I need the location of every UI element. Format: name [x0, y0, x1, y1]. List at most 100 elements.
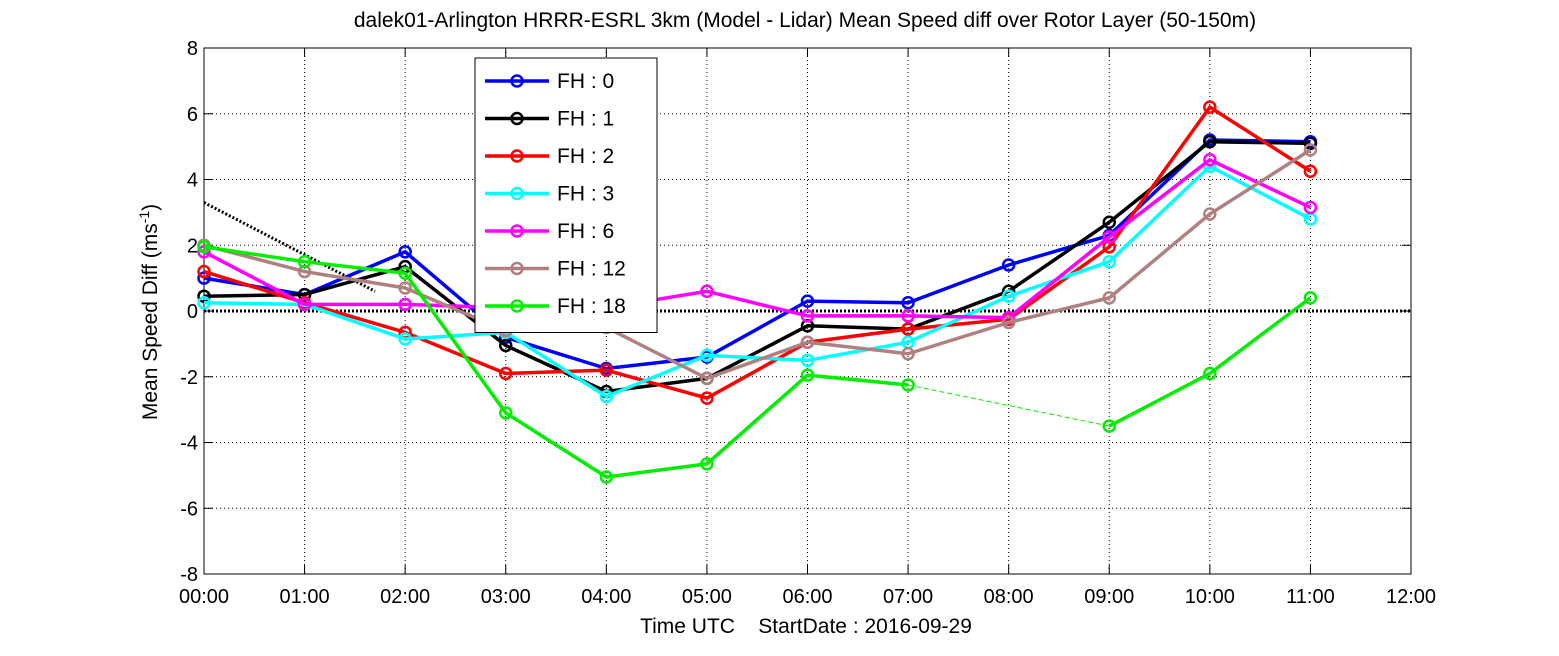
x-tick-label: 06:00 — [782, 586, 832, 608]
series-point — [197, 296, 211, 310]
legend-marker — [510, 261, 524, 276]
series-line — [203, 164, 1312, 399]
series-4 — [197, 153, 1318, 325]
x-tick-label: 00:00 — [179, 586, 229, 608]
series-point — [1303, 200, 1318, 215]
series-point — [1303, 164, 1318, 179]
series-point — [499, 338, 513, 353]
series-point — [800, 368, 815, 382]
series-point — [398, 332, 412, 346]
series-point — [1203, 366, 1217, 381]
series-point — [398, 266, 412, 280]
series-point — [1102, 291, 1116, 305]
y-tick-label: -4 — [180, 433, 198, 455]
series-point — [901, 378, 915, 392]
series-point — [700, 371, 714, 386]
series-point — [700, 348, 714, 363]
x-tick-label: 03:00 — [481, 586, 531, 608]
series-line — [203, 138, 1311, 371]
legend-marker — [510, 149, 524, 163]
series-line — [1108, 296, 1312, 428]
series-point — [700, 457, 714, 471]
legend-label: FH : 12 — [557, 258, 626, 281]
series-gap-connector — [907, 384, 1110, 427]
x-tick-label: 08:00 — [984, 586, 1034, 608]
series-layer — [197, 100, 1318, 484]
axes-layer: 00:00 01:00 02:00 03:00 04:00 05:00 06:00 07:00… — [179, 38, 1436, 608]
series-point — [599, 470, 614, 484]
legend-label: FH : 18 — [557, 295, 626, 318]
series-point — [901, 296, 915, 310]
series-point — [1001, 258, 1016, 272]
y-tick-label: 4 — [187, 170, 198, 192]
series-point — [1001, 289, 1016, 303]
x-axis-title: Time UTC StartDate : 2016-09-29 — [640, 615, 972, 638]
series-point — [800, 335, 815, 349]
y-tick-label: 0 — [187, 301, 198, 323]
y-tick-label: -2 — [180, 367, 198, 389]
series-point — [1102, 230, 1116, 244]
series-point — [1203, 134, 1217, 149]
x-tick-label: 10:00 — [1185, 586, 1235, 608]
series-point — [1102, 419, 1116, 433]
series-point — [599, 389, 614, 404]
series-point — [1203, 207, 1217, 221]
legend-marker — [510, 111, 524, 126]
legend-label: FH : 6 — [557, 220, 614, 243]
series-point — [1102, 215, 1116, 229]
x-tick-label: 12:00 — [1386, 586, 1436, 608]
legend-label: FH : 1 — [557, 108, 614, 131]
series-point — [800, 309, 815, 323]
series-point — [197, 289, 211, 303]
series-point — [700, 391, 714, 405]
series-point — [599, 363, 614, 377]
series-point — [197, 240, 211, 254]
y-tick-label: 6 — [187, 104, 198, 126]
series-6 — [197, 240, 1318, 484]
series-point — [800, 294, 815, 308]
series-point — [398, 281, 412, 295]
legend-marker — [510, 299, 524, 313]
series-5 — [197, 143, 1318, 386]
series-0 — [197, 133, 1318, 376]
x-tick-label: 02:00 — [380, 586, 430, 608]
y-axis-title-end: ) — [139, 204, 162, 211]
chart-title: dalek01-Arlington HRRR-ESRL 3km (Model -… — [354, 9, 1256, 32]
y-axis-title: Mean Speed Diff (ms-1) — [136, 204, 162, 420]
legend-label: FH : 3 — [557, 183, 614, 206]
y-tick-label: -8 — [180, 564, 198, 586]
series-point — [901, 322, 915, 336]
y-tick-label: 2 — [187, 235, 198, 257]
series-line — [203, 104, 1312, 400]
series-point — [1303, 136, 1318, 151]
series-line — [203, 245, 909, 479]
series-point — [398, 297, 412, 312]
x-tick-label: 04:00 — [581, 586, 631, 608]
x-tick-label: 07:00 — [883, 586, 933, 608]
series-point — [297, 297, 312, 312]
legend-marker — [510, 186, 524, 201]
series-point — [1102, 254, 1116, 269]
series-point — [1203, 100, 1217, 114]
series-point — [800, 353, 815, 368]
series-point — [1001, 315, 1016, 330]
legend-marker — [510, 74, 524, 88]
series-point — [499, 366, 513, 381]
x-tick-label: 05:00 — [682, 586, 732, 608]
series-point — [1303, 143, 1318, 157]
legend-label: FH : 0 — [557, 70, 614, 93]
series-point — [197, 264, 211, 279]
series-point — [1203, 153, 1217, 167]
y-axis-title-main: Mean Speed Diff (ms — [139, 223, 162, 420]
x-tick-label: 11:00 — [1286, 586, 1335, 608]
legend: FH : 0 FH : 1 FH : 2 FH : 3 FH : 6 FH : 12 FH … — [474, 57, 658, 333]
series-point — [499, 406, 513, 420]
legend-marker — [510, 224, 524, 238]
series-line — [203, 148, 1312, 381]
series-point — [1303, 291, 1318, 305]
series-point — [297, 254, 312, 269]
series-point — [700, 284, 714, 299]
y-tick-label: -6 — [180, 498, 198, 520]
series-line — [203, 157, 1312, 320]
